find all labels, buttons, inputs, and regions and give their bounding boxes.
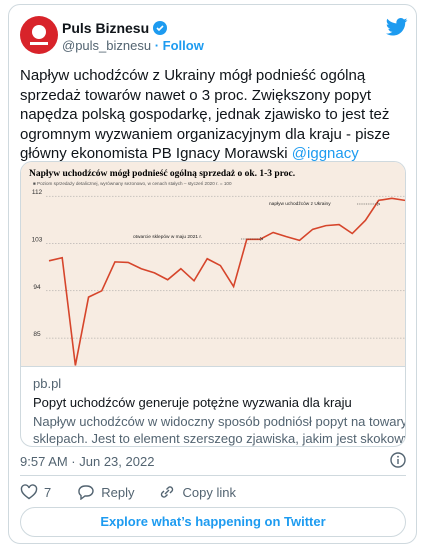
annotation-arrow xyxy=(357,202,381,206)
mention[interactable]: @iggnacy xyxy=(291,145,359,162)
handle[interactable]: @puls_biznesu xyxy=(62,38,152,53)
copy-link[interactable]: Copy link xyxy=(182,484,236,500)
actions: 7 Reply Copy link xyxy=(20,484,236,500)
text-line: Napływ uchodźców z Ukrainy mógł podnieść… xyxy=(20,67,366,84)
link-icon[interactable] xyxy=(158,484,176,500)
separator xyxy=(20,475,406,476)
text-line: główny ekonomista PB Ignacy Morawski @ig… xyxy=(20,145,359,162)
description-line: Napływ uchodźców w widoczny sposób podni… xyxy=(33,414,406,429)
like-count: 7 xyxy=(44,484,52,500)
card-description: Napływ uchodźców w widoczny sposób podni… xyxy=(33,413,406,446)
author[interactable]: Puls Biznesu xyxy=(62,20,168,36)
timestamp[interactable]: 9:57 AM · Jun 23, 2022 xyxy=(20,454,155,469)
twitter-logo[interactable] xyxy=(386,18,408,36)
explore-button[interactable]: Explore what’s happening on Twitter xyxy=(20,507,406,537)
annotation: napływ uchodźców z Ukrainy xyxy=(269,201,331,207)
text-line: ogromnym wyzwaniem organizacyjnym dla kr… xyxy=(20,125,391,143)
card-body: pb.pl Popyt uchodźców generuje potężne w… xyxy=(21,366,406,446)
card-title: Popyt uchodźców generuje potężne wyzwani… xyxy=(33,395,352,410)
reply-icon[interactable] xyxy=(77,484,95,500)
chart-subtitle: ■ Poziom sprzedaży detalicznej, wyrównan… xyxy=(33,181,232,186)
text-line: napędza polską gospodarkę, jednak zjawis… xyxy=(20,106,390,123)
reply[interactable]: Reply xyxy=(101,484,135,500)
card-domain: pb.pl xyxy=(33,376,62,391)
link-card[interactable]: Napływ uchodźców mógł podnieść ogólną sp… xyxy=(20,161,406,447)
verified-badge xyxy=(153,21,168,35)
y-tick-label: 103 xyxy=(32,236,43,243)
info-icon[interactable] xyxy=(390,452,406,468)
data-line xyxy=(48,197,405,366)
tweet-card xyxy=(8,4,417,544)
chart: Napływ uchodźców mógł podnieść ogólną sp… xyxy=(21,162,405,366)
follow[interactable]: · Follow xyxy=(154,38,204,53)
avatar[interactable] xyxy=(20,16,58,54)
like-icon[interactable] xyxy=(20,484,38,500)
description-line: sklepach. Jest to element szerszego zjaw… xyxy=(33,431,406,446)
tweet-text: Napływ uchodźców z Ukrainy mógł podnieść… xyxy=(20,66,390,164)
y-tick-label: 85 xyxy=(33,331,41,338)
handle-row: @puls_biznesu · Follow xyxy=(62,38,204,53)
text-line: sprzedaż towarów nawet o 3 proc. Zwiększ… xyxy=(20,86,371,104)
y-tick-label: 94 xyxy=(33,284,41,291)
chart-title: Napływ uchodźców mógł podnieść ogólną sp… xyxy=(29,169,295,179)
y-tick-label: 112 xyxy=(32,189,43,196)
annotation-arrow xyxy=(241,237,264,241)
annotation: otwarcie sklepów w maju 2021 r. xyxy=(133,234,202,240)
author-name[interactable]: Puls Biznesu xyxy=(62,20,150,36)
